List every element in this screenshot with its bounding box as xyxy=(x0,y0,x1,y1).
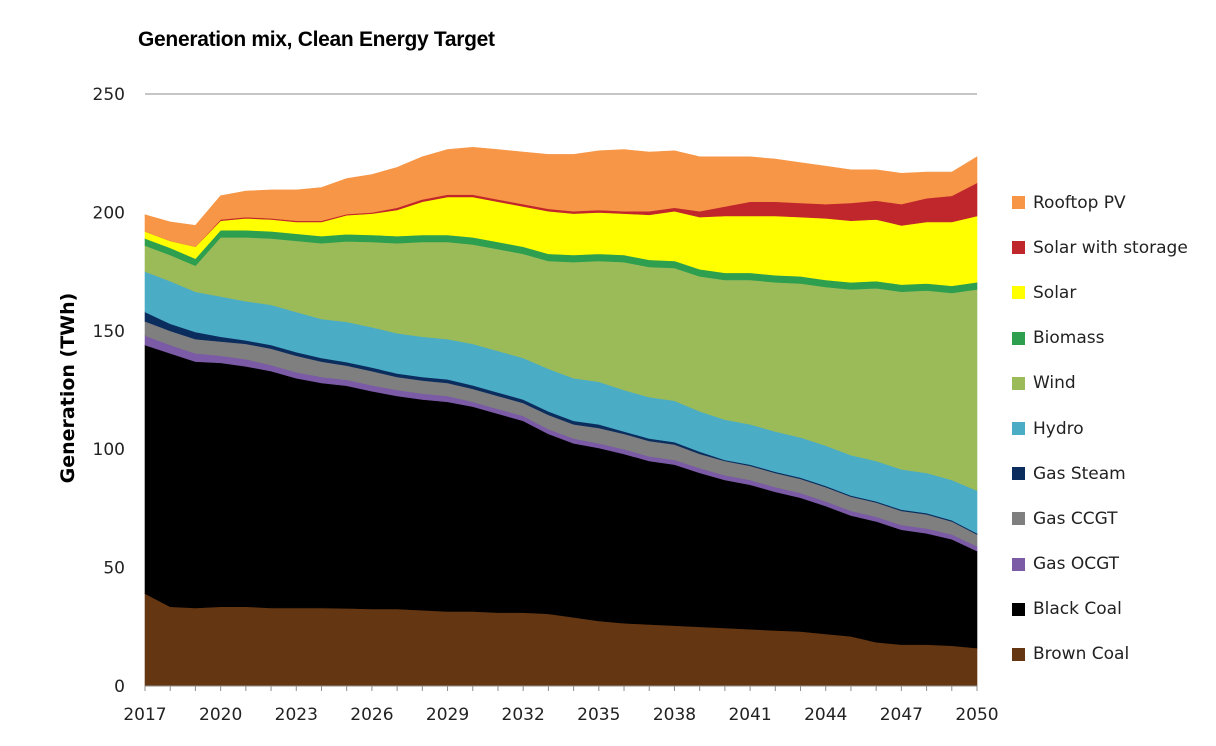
legend-label: Biomass xyxy=(1033,328,1105,349)
legend: Rooftop PV Solar with storage Solar Biomass… xyxy=(1012,180,1188,677)
legend-swatch xyxy=(1012,422,1025,436)
x-tick-label: 2041 xyxy=(728,705,771,725)
legend-item-wind: Wind xyxy=(1012,361,1188,406)
x-tick-label: 2023 xyxy=(275,705,318,725)
x-tick-label: 2044 xyxy=(804,705,847,725)
legend-swatch xyxy=(1012,376,1025,390)
chart-title: Generation mix, Clean Energy Target xyxy=(138,28,495,51)
legend-label: Gas Steam xyxy=(1033,463,1126,484)
legend-swatch xyxy=(1012,647,1025,661)
legend-label: Hydro xyxy=(1033,418,1084,439)
legend-item-rooftop-pv: Rooftop PV xyxy=(1012,180,1188,225)
y-tick-label: 150 xyxy=(93,322,125,342)
legend-swatch xyxy=(1012,512,1025,526)
legend-item-hydro: Hydro xyxy=(1012,406,1188,451)
y-tick-label: 200 xyxy=(93,203,125,223)
y-tick-label: 100 xyxy=(93,440,125,460)
legend-item-biomass: Biomass xyxy=(1012,316,1188,361)
legend-item-gas-ocgt: Gas OCGT xyxy=(1012,542,1188,587)
legend-label: Solar with storage xyxy=(1033,237,1188,258)
y-tick-label: 250 xyxy=(93,85,125,105)
legend-label: Rooftop PV xyxy=(1033,192,1126,213)
legend-label: Solar xyxy=(1033,282,1077,303)
legend-label: Brown Coal xyxy=(1033,644,1130,665)
y-tick-label: 0 xyxy=(114,677,125,697)
legend-swatch xyxy=(1012,196,1025,210)
legend-swatch xyxy=(1012,467,1025,481)
area-series-group xyxy=(144,146,978,687)
legend-swatch xyxy=(1012,331,1025,345)
legend-label: Gas CCGT xyxy=(1033,508,1118,529)
legend-label: Wind xyxy=(1033,373,1076,394)
x-tick-label: 2047 xyxy=(880,705,923,725)
x-tick-label: 2050 xyxy=(955,705,998,725)
axes: 0 50 100 150 200 250 2017 2020 2023 2026 2029 2032 2… xyxy=(93,85,999,725)
x-tick-label: 2029 xyxy=(426,705,469,725)
legend-item-solar-with-storage: Solar with storage xyxy=(1012,225,1188,270)
x-tick-label: 2017 xyxy=(123,705,166,725)
x-tick-label: 2032 xyxy=(502,705,545,725)
legend-item-gas-steam: Gas Steam xyxy=(1012,451,1188,496)
y-tick-label: 50 xyxy=(103,559,125,579)
legend-label: Black Coal xyxy=(1033,599,1122,620)
legend-swatch xyxy=(1012,286,1025,300)
legend-item-gas-ccgt: Gas CCGT xyxy=(1012,496,1188,541)
legend-swatch xyxy=(1012,241,1025,255)
x-tick-label: 2026 xyxy=(350,705,393,725)
x-tick-label: 2035 xyxy=(577,705,620,725)
area-rooftop-pv xyxy=(144,146,978,248)
x-tick-label: 2020 xyxy=(199,705,242,725)
legend-swatch xyxy=(1012,557,1025,571)
legend-label: Gas OCGT xyxy=(1033,554,1120,575)
x-tick-label: 2038 xyxy=(653,705,696,725)
legend-swatch xyxy=(1012,602,1025,616)
legend-item-brown-coal: Brown Coal xyxy=(1012,632,1188,677)
legend-item-black-coal: Black Coal xyxy=(1012,587,1188,632)
legend-item-solar: Solar xyxy=(1012,270,1188,315)
